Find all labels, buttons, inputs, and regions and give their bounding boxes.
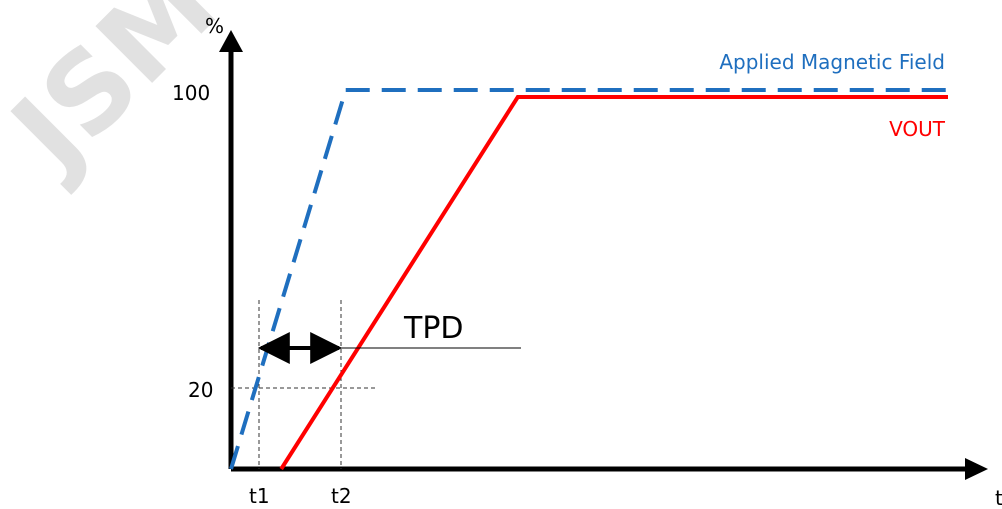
legend-vout: VOUT [889,117,946,141]
series-line-applied-magnetic-field [229,88,948,470]
x-tick-t2: t2 [331,484,352,508]
guide-lines [231,300,375,469]
series-line-vout [279,95,948,471]
y-tick-100: 100 [172,81,210,105]
x-tick-t1: t1 [249,484,270,508]
x-axis-title: t [995,486,1002,509]
tpd-annotation: TPD [257,311,521,364]
y-axis-title: % [205,14,224,38]
axes [219,30,988,480]
tpd-label: TPD [403,311,464,346]
y-tick-20: 20 [188,378,213,402]
legend-applied-magnetic-field: Applied Magnetic Field [719,50,945,74]
y-axis-arrow [219,30,243,52]
x-axis-arrow [965,458,988,480]
